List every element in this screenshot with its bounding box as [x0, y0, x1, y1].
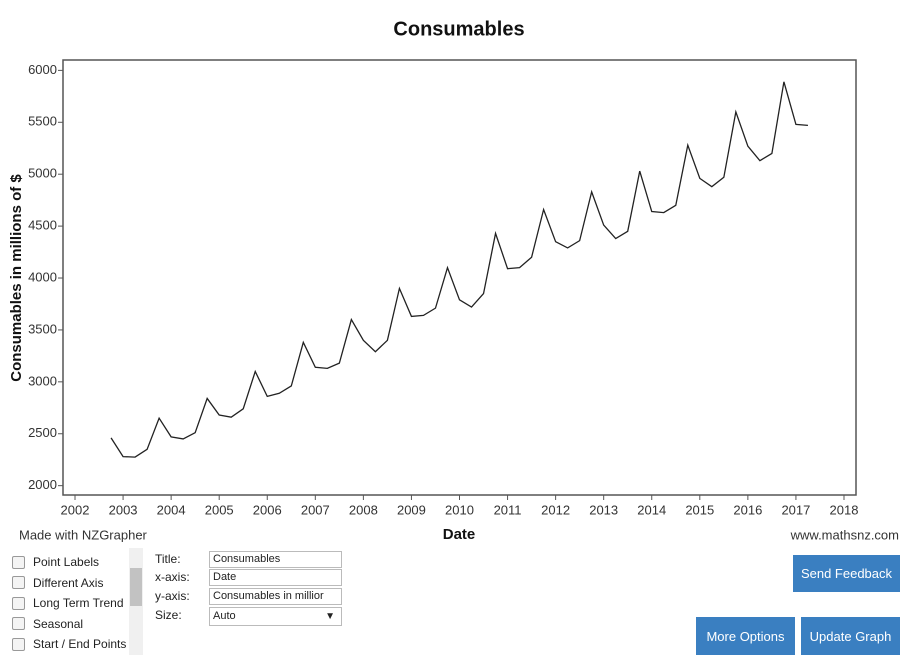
text-field[interactable] — [209, 569, 342, 586]
option[interactable]: Seasonal — [12, 615, 83, 633]
x-tick-label: 2012 — [541, 502, 570, 517]
checkbox[interactable] — [12, 596, 25, 610]
field-label: Size: — [155, 608, 182, 622]
x-tick-label: 2011 — [494, 502, 522, 517]
y-tick-label: 5500 — [28, 114, 57, 129]
option[interactable]: Point Labels — [12, 553, 99, 571]
field-label: Title: — [155, 552, 181, 566]
y-tick-label: 2000 — [28, 477, 57, 492]
x-tick-label: 2015 — [685, 502, 714, 517]
x-tick-label: 2016 — [733, 502, 762, 517]
select-value: Auto — [213, 610, 236, 622]
option-label: Point Labels — [33, 555, 100, 569]
x-tick-label: 2018 — [830, 502, 859, 517]
x-tick-label: 2013 — [589, 502, 618, 517]
chart-title: Consumables — [393, 18, 524, 40]
chart: Consumables Date Consumables in millions… — [8, 18, 899, 543]
x-tick-label: 2006 — [253, 502, 282, 517]
y-tick-label: 6000 — [28, 62, 57, 77]
checkbox[interactable] — [12, 555, 25, 569]
x-tick-label: 2002 — [61, 502, 90, 517]
y-tick-label: 3000 — [28, 373, 57, 388]
select-arrow: ▼ — [325, 611, 335, 622]
checkbox[interactable] — [12, 617, 25, 630]
option-label: Start / End Points — [33, 637, 127, 651]
scroll-thumb — [130, 568, 142, 606]
x-tick-label: 2009 — [397, 502, 426, 517]
checkbox[interactable] — [12, 637, 25, 651]
option-label: Different Axis — [33, 575, 104, 590]
x-tick-label: 2005 — [205, 502, 234, 517]
x-tick-label: 2003 — [109, 502, 138, 517]
plot-frame — [62, 59, 857, 496]
option[interactable]: Start / End Points — [12, 635, 126, 653]
button[interactable]: Update Graph — [801, 617, 900, 655]
credit: www.mathsnz.com — [790, 527, 899, 542]
y-tick-label: 5000 — [28, 166, 57, 181]
button[interactable]: More Options — [696, 617, 795, 655]
data-line — [110, 81, 808, 458]
y-tick-label: 3500 — [28, 321, 57, 336]
field-label: x-axis: — [155, 570, 190, 584]
x-tick-label: 2010 — [445, 502, 474, 517]
select-field[interactable]: Auto ▼ — [209, 607, 342, 626]
y-tick-label: 4000 — [28, 269, 57, 284]
x-tick-label: 2007 — [301, 502, 330, 517]
scrollbar — [129, 548, 143, 655]
field-label: y-axis: — [155, 589, 190, 603]
y-tick-label: 2500 — [28, 425, 57, 440]
option[interactable]: Different Axis — [12, 574, 103, 592]
option[interactable]: Long Term Trend — [12, 594, 124, 612]
y-tick-label: 4500 — [28, 218, 57, 233]
text-field[interactable] — [209, 588, 342, 605]
option-label: Long Term Trend — [33, 596, 124, 610]
credit: Made with NZGrapher — [19, 527, 148, 542]
x-tick-label: 2014 — [637, 502, 666, 517]
text-field[interactable] — [209, 551, 342, 568]
option-label: Seasonal — [33, 616, 84, 631]
checkbox[interactable] — [12, 576, 25, 589]
x-tick-label: 2008 — [349, 502, 378, 517]
y-axis-label: Consumables in millions of $ — [8, 174, 25, 382]
x-tick-label: 2017 — [781, 502, 810, 517]
x-axis-label: Date — [443, 526, 476, 543]
x-tick-label: 2004 — [157, 502, 186, 517]
options-list: Point Labels Different Axis Long Term Tren… — [8, 548, 145, 655]
button[interactable]: Send Feedback — [793, 555, 900, 592]
